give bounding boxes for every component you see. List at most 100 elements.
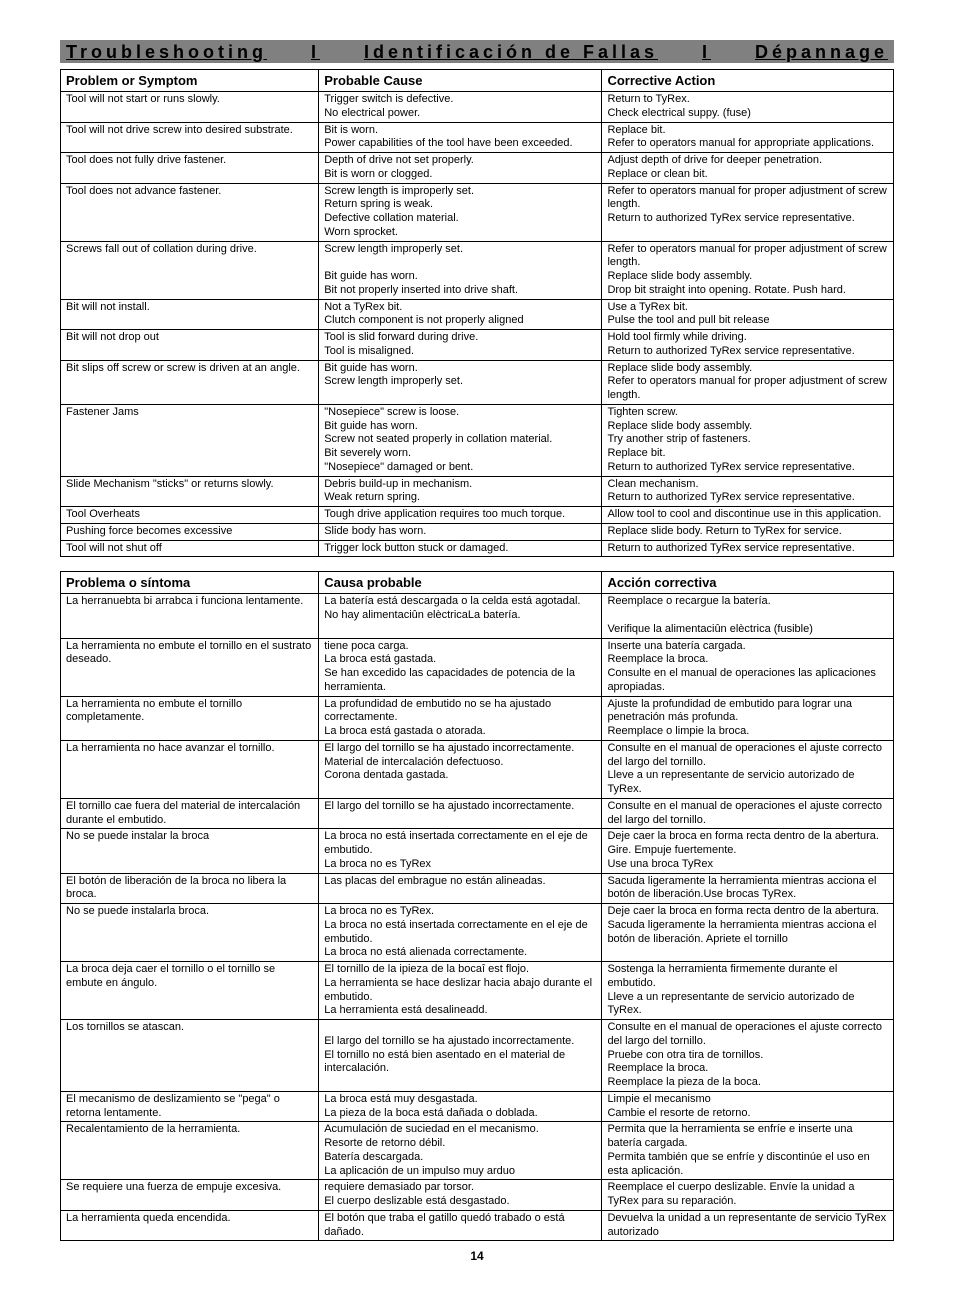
table-row: Los tornillos se atascan. El largo del t… xyxy=(61,1020,894,1092)
cell: Trigger lock button stuck or damaged. xyxy=(319,540,602,557)
cell: No se puede instalarla broca. xyxy=(61,904,319,962)
table-row: Bit slips off screw or screw is driven a… xyxy=(61,360,894,404)
banner: Troubleshooting I Identificación de Fall… xyxy=(60,40,894,63)
cell: El tornillo de la ipieza de la bocaî est… xyxy=(319,962,602,1020)
table-row: Bit will not drop outTool is slid forwar… xyxy=(61,330,894,361)
cell: Tough drive application requires too muc… xyxy=(319,507,602,524)
cell: Recalentamiento de la herramienta. xyxy=(61,1122,319,1180)
cell: Tool will not start or runs slowly. xyxy=(61,92,319,123)
banner-fr: Dépannage xyxy=(755,42,888,63)
cell: Tool does not advance fastener. xyxy=(61,183,319,241)
table-row: Fastener Jams"Nosepiece" screw is loose.… xyxy=(61,404,894,476)
cell: Tool will not drive screw into desired s… xyxy=(61,122,319,153)
cell: "Nosepiece" screw is loose. Bit guide ha… xyxy=(319,404,602,476)
cell: Inserte una batería cargada. Reemplace l… xyxy=(602,638,894,696)
cell: Deje caer la broca en forma recta dentro… xyxy=(602,904,894,962)
cell: Debris build-up in mechanism. Weak retur… xyxy=(319,476,602,507)
cell: Las placas del embrague no están alinead… xyxy=(319,873,602,904)
th-problema: Problema o síntoma xyxy=(61,572,319,594)
th-cause: Probable Cause xyxy=(319,70,602,92)
table-row: La herramienta queda encendida.El botón … xyxy=(61,1210,894,1241)
table-row: Tool OverheatsTough drive application re… xyxy=(61,507,894,524)
table-row: Bit will not install.Not a TyRex bit. Cl… xyxy=(61,299,894,330)
cell: Screw length is improperly set. Return s… xyxy=(319,183,602,241)
cell: El mecanismo de deslizamiento se "pega" … xyxy=(61,1091,319,1122)
cell: Refer to operators manual for proper adj… xyxy=(602,241,894,299)
cell: Slide body has worn. xyxy=(319,523,602,540)
cell: La profundidad de embutido no se ha ajus… xyxy=(319,696,602,740)
cell: La broca deja caer el tornillo o el torn… xyxy=(61,962,319,1020)
cell: La broca está muy desgastada. La pieza d… xyxy=(319,1091,602,1122)
table-row: El mecanismo de deslizamiento se "pega" … xyxy=(61,1091,894,1122)
table-row: Pushing force becomes excessiveSlide bod… xyxy=(61,523,894,540)
table-row: Se requiere una fuerza de empuje excesiv… xyxy=(61,1180,894,1211)
cell: Acumulación de suciedad en el mecanismo.… xyxy=(319,1122,602,1180)
cell: No se puede instalar la broca xyxy=(61,829,319,873)
cell: Replace slide body assembly. Refer to op… xyxy=(602,360,894,404)
cell: Bit is worn. Power capabilities of the t… xyxy=(319,122,602,153)
table-row: No se puede instalarla broca.La broca no… xyxy=(61,904,894,962)
cell: El tornillo cae fuera del material de in… xyxy=(61,798,319,829)
cell: Tool will not shut off xyxy=(61,540,319,557)
cell: Permita que la herramienta se enfríe e i… xyxy=(602,1122,894,1180)
cell: Sacuda ligeramente la herramienta mientr… xyxy=(602,873,894,904)
cell: Consulte en el manual de operaciones el … xyxy=(602,798,894,829)
banner-sep1: I xyxy=(311,42,320,63)
cell: Allow tool to cool and discontinue use i… xyxy=(602,507,894,524)
cell: Use a TyRex bit. Pulse the tool and pull… xyxy=(602,299,894,330)
cell: El botón de liberación de la broca no li… xyxy=(61,873,319,904)
table-row: Tool will not drive screw into desired s… xyxy=(61,122,894,153)
cell: Bit will not install. xyxy=(61,299,319,330)
cell: Consulte en el manual de operaciones el … xyxy=(602,1020,894,1092)
cell: Reemplace el cuerpo deslizable. Envíe la… xyxy=(602,1180,894,1211)
cell: Clean mechanism. Return to authorized Ty… xyxy=(602,476,894,507)
cell: Slide Mechanism "sticks" or returns slow… xyxy=(61,476,319,507)
table-row: La herranuebta bi arrabca i funciona len… xyxy=(61,594,894,638)
cell: El largo del tornillo se ha ajustado inc… xyxy=(319,798,602,829)
th-accion: Acción correctiva xyxy=(602,572,894,594)
cell: La herranuebta bi arrabca i funciona len… xyxy=(61,594,319,638)
cell: Tighten screw. Replace slide body assemb… xyxy=(602,404,894,476)
cell: Fastener Jams xyxy=(61,404,319,476)
table-row: El tornillo cae fuera del material de in… xyxy=(61,798,894,829)
cell: Not a TyRex bit. Clutch component is not… xyxy=(319,299,602,330)
cell: Devuelva la unidad a un representante de… xyxy=(602,1210,894,1241)
table-row: Tool will not shut offTrigger lock butto… xyxy=(61,540,894,557)
cell: Depth of drive not set properly. Bit is … xyxy=(319,153,602,184)
cell: El largo del tornillo se ha ajustado inc… xyxy=(319,1020,602,1092)
table-row: Tool does not advance fastener.Screw len… xyxy=(61,183,894,241)
banner-sep2: I xyxy=(702,42,711,63)
table-en: Problem or Symptom Probable Cause Correc… xyxy=(60,69,894,557)
table-row: La herramienta no embute el tornillo com… xyxy=(61,696,894,740)
cell: Consulte en el manual de operaciones el … xyxy=(602,740,894,798)
cell: Pushing force becomes excessive xyxy=(61,523,319,540)
cell: Bit slips off screw or screw is driven a… xyxy=(61,360,319,404)
cell: La herramienta no embute el tornillo en … xyxy=(61,638,319,696)
table-row: La herramienta no embute el tornillo en … xyxy=(61,638,894,696)
cell: El largo del tornillo se ha ajustado inc… xyxy=(319,740,602,798)
cell: La herramienta no hace avanzar el tornil… xyxy=(61,740,319,798)
cell: Deje caer la broca en forma recta dentro… xyxy=(602,829,894,873)
table-row: La broca deja caer el tornillo o el torn… xyxy=(61,962,894,1020)
table-row: Screws fall out of collation during driv… xyxy=(61,241,894,299)
th-problem: Problem or Symptom xyxy=(61,70,319,92)
cell: Los tornillos se atascan. xyxy=(61,1020,319,1092)
table-row: Tool does not fully drive fastener.Depth… xyxy=(61,153,894,184)
cell: Replace slide body. Return to TyRex for … xyxy=(602,523,894,540)
cell: Tool is slid forward during drive. Tool … xyxy=(319,330,602,361)
th-causa: Causa probable xyxy=(319,572,602,594)
cell: La herramienta no embute el tornillo com… xyxy=(61,696,319,740)
table-row: El botón de liberación de la broca no li… xyxy=(61,873,894,904)
cell: Limpie el mecanismo Cambie el resorte de… xyxy=(602,1091,894,1122)
cell: La batería está descargada o la celda es… xyxy=(319,594,602,638)
cell: Bit will not drop out xyxy=(61,330,319,361)
table-row: Tool will not start or runs slowly.Trigg… xyxy=(61,92,894,123)
banner-es: Identificación de Fallas xyxy=(364,42,658,63)
cell: Bit guide has worn. Screw length imprope… xyxy=(319,360,602,404)
cell: La herramienta queda encendida. xyxy=(61,1210,319,1241)
cell: Screws fall out of collation during driv… xyxy=(61,241,319,299)
table-row: Slide Mechanism "sticks" or returns slow… xyxy=(61,476,894,507)
table-row: Recalentamiento de la herramienta.Acumul… xyxy=(61,1122,894,1180)
cell: Adjust depth of drive for deeper penetra… xyxy=(602,153,894,184)
cell: La broca no está insertada correctamente… xyxy=(319,829,602,873)
